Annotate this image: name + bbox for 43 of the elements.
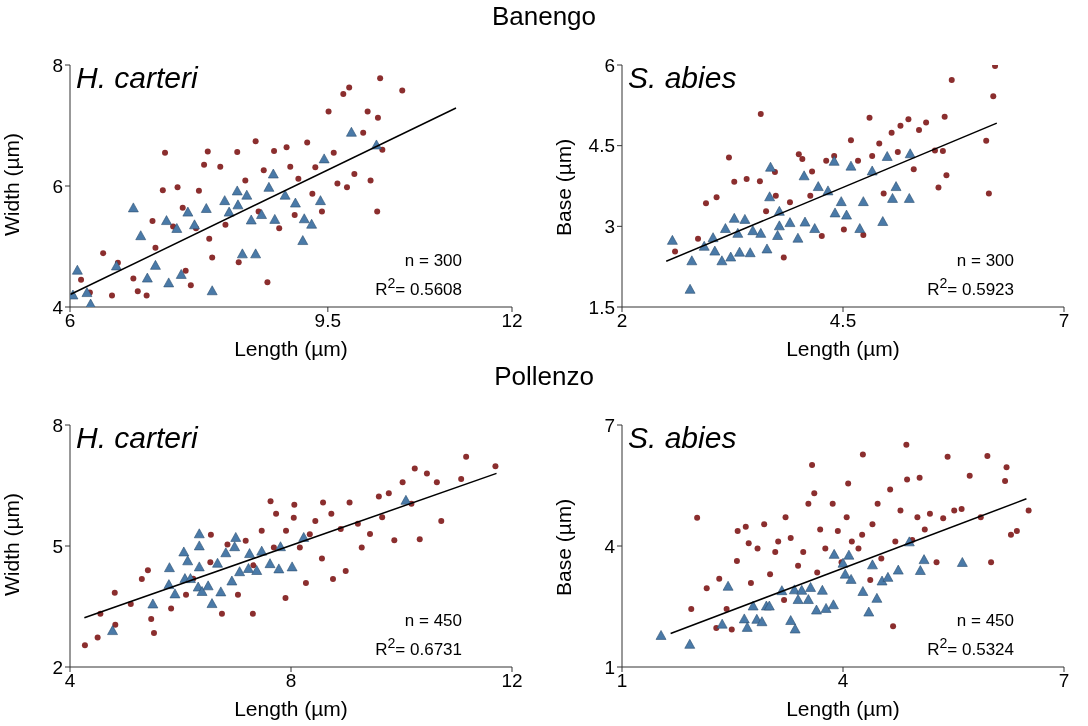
y-tick-label: 7: [604, 414, 615, 436]
y-tick-label: 1.5: [588, 296, 615, 318]
x-axis-title: Length (µm): [234, 337, 348, 360]
annotation: n = 300: [403, 250, 462, 273]
y-axis-title: Width (µm): [0, 492, 24, 596]
chart-subtitle: Pollenzo: [493, 361, 595, 392]
x-tick-label: 12: [501, 310, 523, 332]
chart-title: S. abies: [628, 61, 737, 95]
y-tick-label: 8: [52, 414, 63, 436]
x-axis-title: Length (µm): [234, 697, 348, 720]
x-tick-label: 7: [1058, 310, 1070, 332]
y-tick-label: 5: [52, 535, 63, 557]
annotation: R$^{2}$= 0.6731: [375, 634, 462, 661]
x-axis-title: Length (µm): [786, 697, 900, 720]
chart-subtitle: Banengo: [490, 1, 598, 32]
x-axis-title: Length (µm): [786, 337, 900, 360]
y-axis-title: Base (µm): [552, 138, 576, 236]
y-tick-label: 6: [604, 54, 615, 76]
y-tick-label: 2: [52, 656, 63, 678]
chart-title: H. carteri: [76, 421, 198, 455]
y-tick-label: 6: [52, 175, 63, 197]
y-tick-label: 8: [52, 54, 63, 76]
y-axis-title: Base (µm): [552, 498, 576, 596]
annotation: R$^{2}$= 0.5608: [375, 274, 462, 301]
x-tick-label: 4.5: [829, 310, 857, 332]
y-tick-label: 3: [604, 216, 615, 238]
x-tick-label: 4: [837, 670, 849, 692]
x-tick-label: 8: [285, 670, 297, 692]
x-tick-label: 7: [1058, 670, 1070, 692]
y-tick-label: 4: [52, 296, 64, 318]
chart-title: H. carteri: [76, 61, 198, 95]
chart-title: S. abies: [628, 421, 737, 455]
y-tick-label: 1: [604, 656, 615, 678]
x-tick-label: 12: [501, 670, 523, 692]
x-tick-label: 9.5: [314, 310, 342, 332]
y-tick-label: 4.5: [588, 135, 615, 157]
annotation: R$^{2}$= 0.5923: [927, 274, 1014, 301]
y-axis-title: Width (µm): [0, 132, 24, 236]
annotation: n = 450: [403, 610, 462, 633]
annotation: n = 300: [955, 250, 1014, 273]
annotation: R$^{2}$= 0.5324: [927, 634, 1014, 661]
annotation: n = 450: [955, 610, 1014, 633]
y-tick-label: 4: [604, 535, 616, 557]
